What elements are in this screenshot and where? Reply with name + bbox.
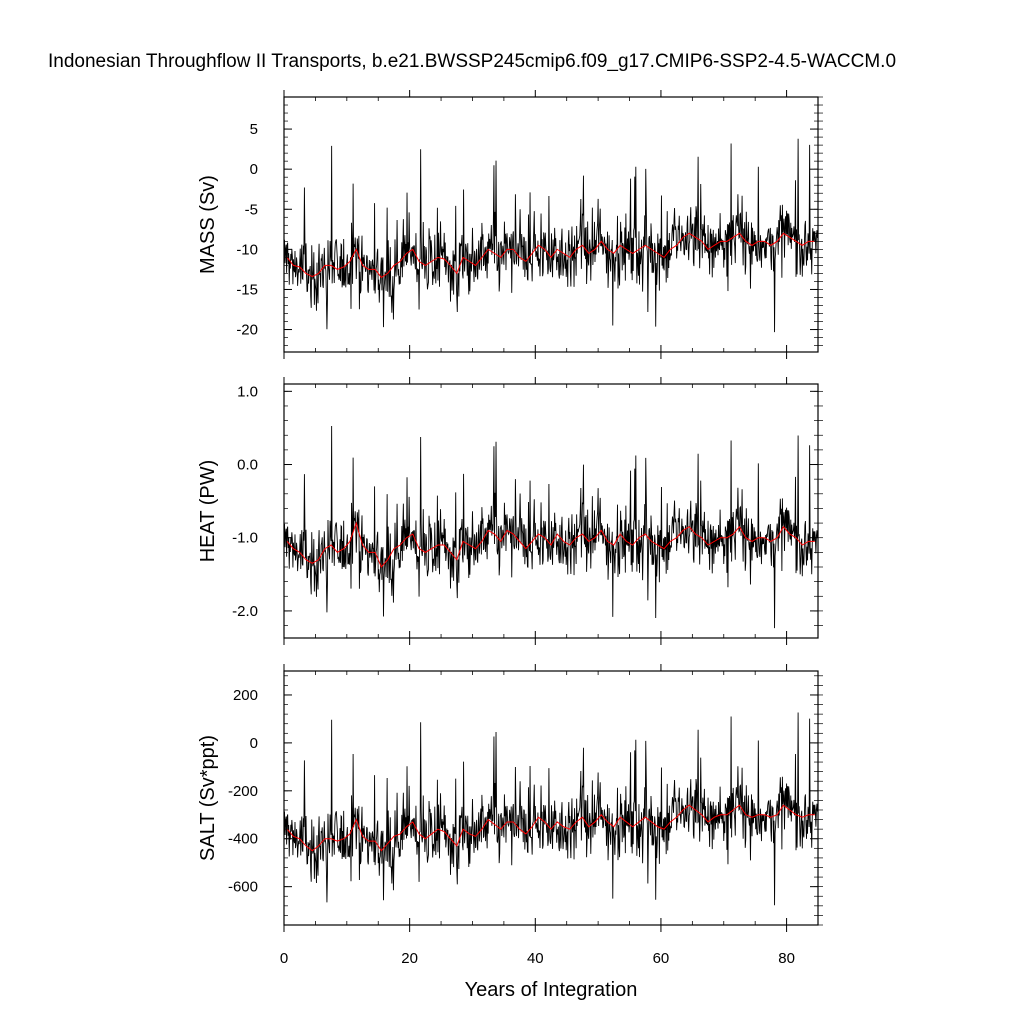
y-tick-label: -15 [236,281,258,298]
monthly-series-line [284,712,818,906]
x-tick-label: 20 [401,950,418,967]
x-tick-label: 0 [280,950,288,967]
monthly-series-line [284,426,818,629]
y-tick-label: 200 [233,687,258,704]
annual-mean-line [286,804,815,852]
y-tick-label: 0 [250,161,258,178]
chart-title: Indonesian Throughflow II Transports, b.… [48,51,896,72]
y-tick-label: -10 [236,241,258,258]
y-tick-label: -1.0 [232,530,258,547]
y-tick-label: 0 [250,735,258,752]
monthly-series-line [284,138,818,333]
y-tick-label: -600 [228,879,258,896]
chart-panels: 5 0 -5 -10 -15 -20 MASS (Sv) 1.0 0.0 -1.0 -2.0 HEAT… [197,90,823,967]
y-tick-label: -5 [245,201,258,218]
panel-1: 5 0 -5 -10 -15 -20 MASS (Sv) [197,90,823,359]
panel-3: 200 0 -200 -400 -600 SALT (Sv*ppt) 0 20 40 60 80 [197,664,823,967]
y-tick-label: -20 [236,322,258,339]
x-axis-label: Years of Integration [465,979,638,1001]
y-tick-label: -200 [228,783,258,800]
plot-frame [283,383,819,639]
plot-frame [283,96,819,353]
x-tick-label: 40 [527,950,544,967]
y-axis-label: HEAT (PW) [197,460,219,563]
y-tick-label: 0.0 [237,457,258,474]
x-tick-label: 60 [653,950,670,967]
y-tick-label: -400 [228,831,258,848]
y-tick-label: 5 [250,121,258,138]
x-tick-label: 80 [778,950,795,967]
annual-mean-line [286,521,815,568]
y-tick-label: -2.0 [232,603,258,620]
y-axis-label: SALT (Sv*ppt) [197,735,219,861]
annual-mean-line [286,232,815,279]
plot-frame [283,670,819,926]
y-tick-label: 1.0 [237,383,258,400]
y-axis-label: MASS (Sv) [197,175,219,274]
panel-2: 1.0 0.0 -1.0 -2.0 HEAT (PW) [197,377,823,645]
